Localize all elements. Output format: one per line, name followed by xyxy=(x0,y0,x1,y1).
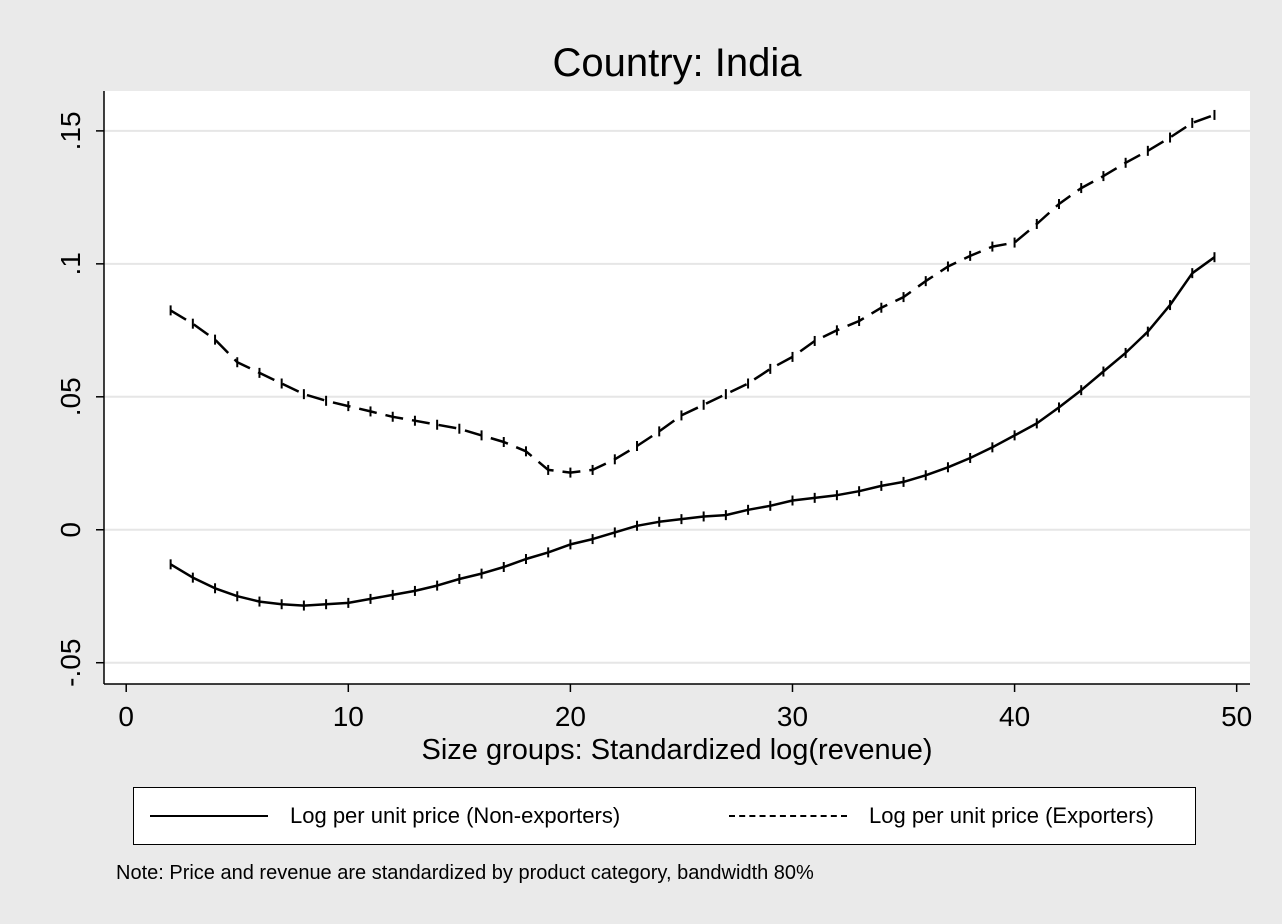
y-tick-label: .15 xyxy=(55,111,86,150)
x-axis-label: Size groups: Standardized log(revenue) xyxy=(421,734,932,766)
chart-note: Note: Price and revenue are standardized… xyxy=(116,862,814,884)
x-tick-label: 30 xyxy=(777,701,808,732)
grid-lines xyxy=(104,129,1250,664)
series-line-exporters xyxy=(169,113,1215,474)
y-tick-label: .1 xyxy=(55,252,86,275)
chart-title: Country: India xyxy=(552,41,802,85)
legend-dashed-line-swatch xyxy=(729,815,847,817)
legend-solid-line-swatch xyxy=(150,815,268,817)
x-tick-label: 10 xyxy=(333,701,364,732)
legend-item-non-exporters: Log per unit price (Non-exporters) xyxy=(150,788,620,844)
x-tick-label: 50 xyxy=(1221,701,1252,732)
y-tick-label: .05 xyxy=(55,377,86,416)
legend-item-exporters: Log per unit price (Exporters) xyxy=(729,788,1154,844)
legend-label-non-exporters: Log per unit price (Non-exporters) xyxy=(290,803,621,828)
x-tick-label: 0 xyxy=(118,701,134,732)
series-lines xyxy=(169,109,1216,611)
y-tick-label: -.05 xyxy=(55,639,86,687)
axes: -.05 0 .05 .1 .15 0 10 20 30 40 50 xyxy=(55,91,1252,732)
legend-label-exporters: Log per unit price (Exporters) xyxy=(869,803,1154,828)
plot-area xyxy=(104,91,1250,684)
series-line-non-exporters xyxy=(169,256,1216,607)
legend: Log per unit price (Non-exporters) Log p… xyxy=(133,787,1196,845)
x-tick-label: 20 xyxy=(555,701,586,732)
y-tick-label: 0 xyxy=(55,522,86,538)
x-tick-label: 40 xyxy=(999,701,1030,732)
